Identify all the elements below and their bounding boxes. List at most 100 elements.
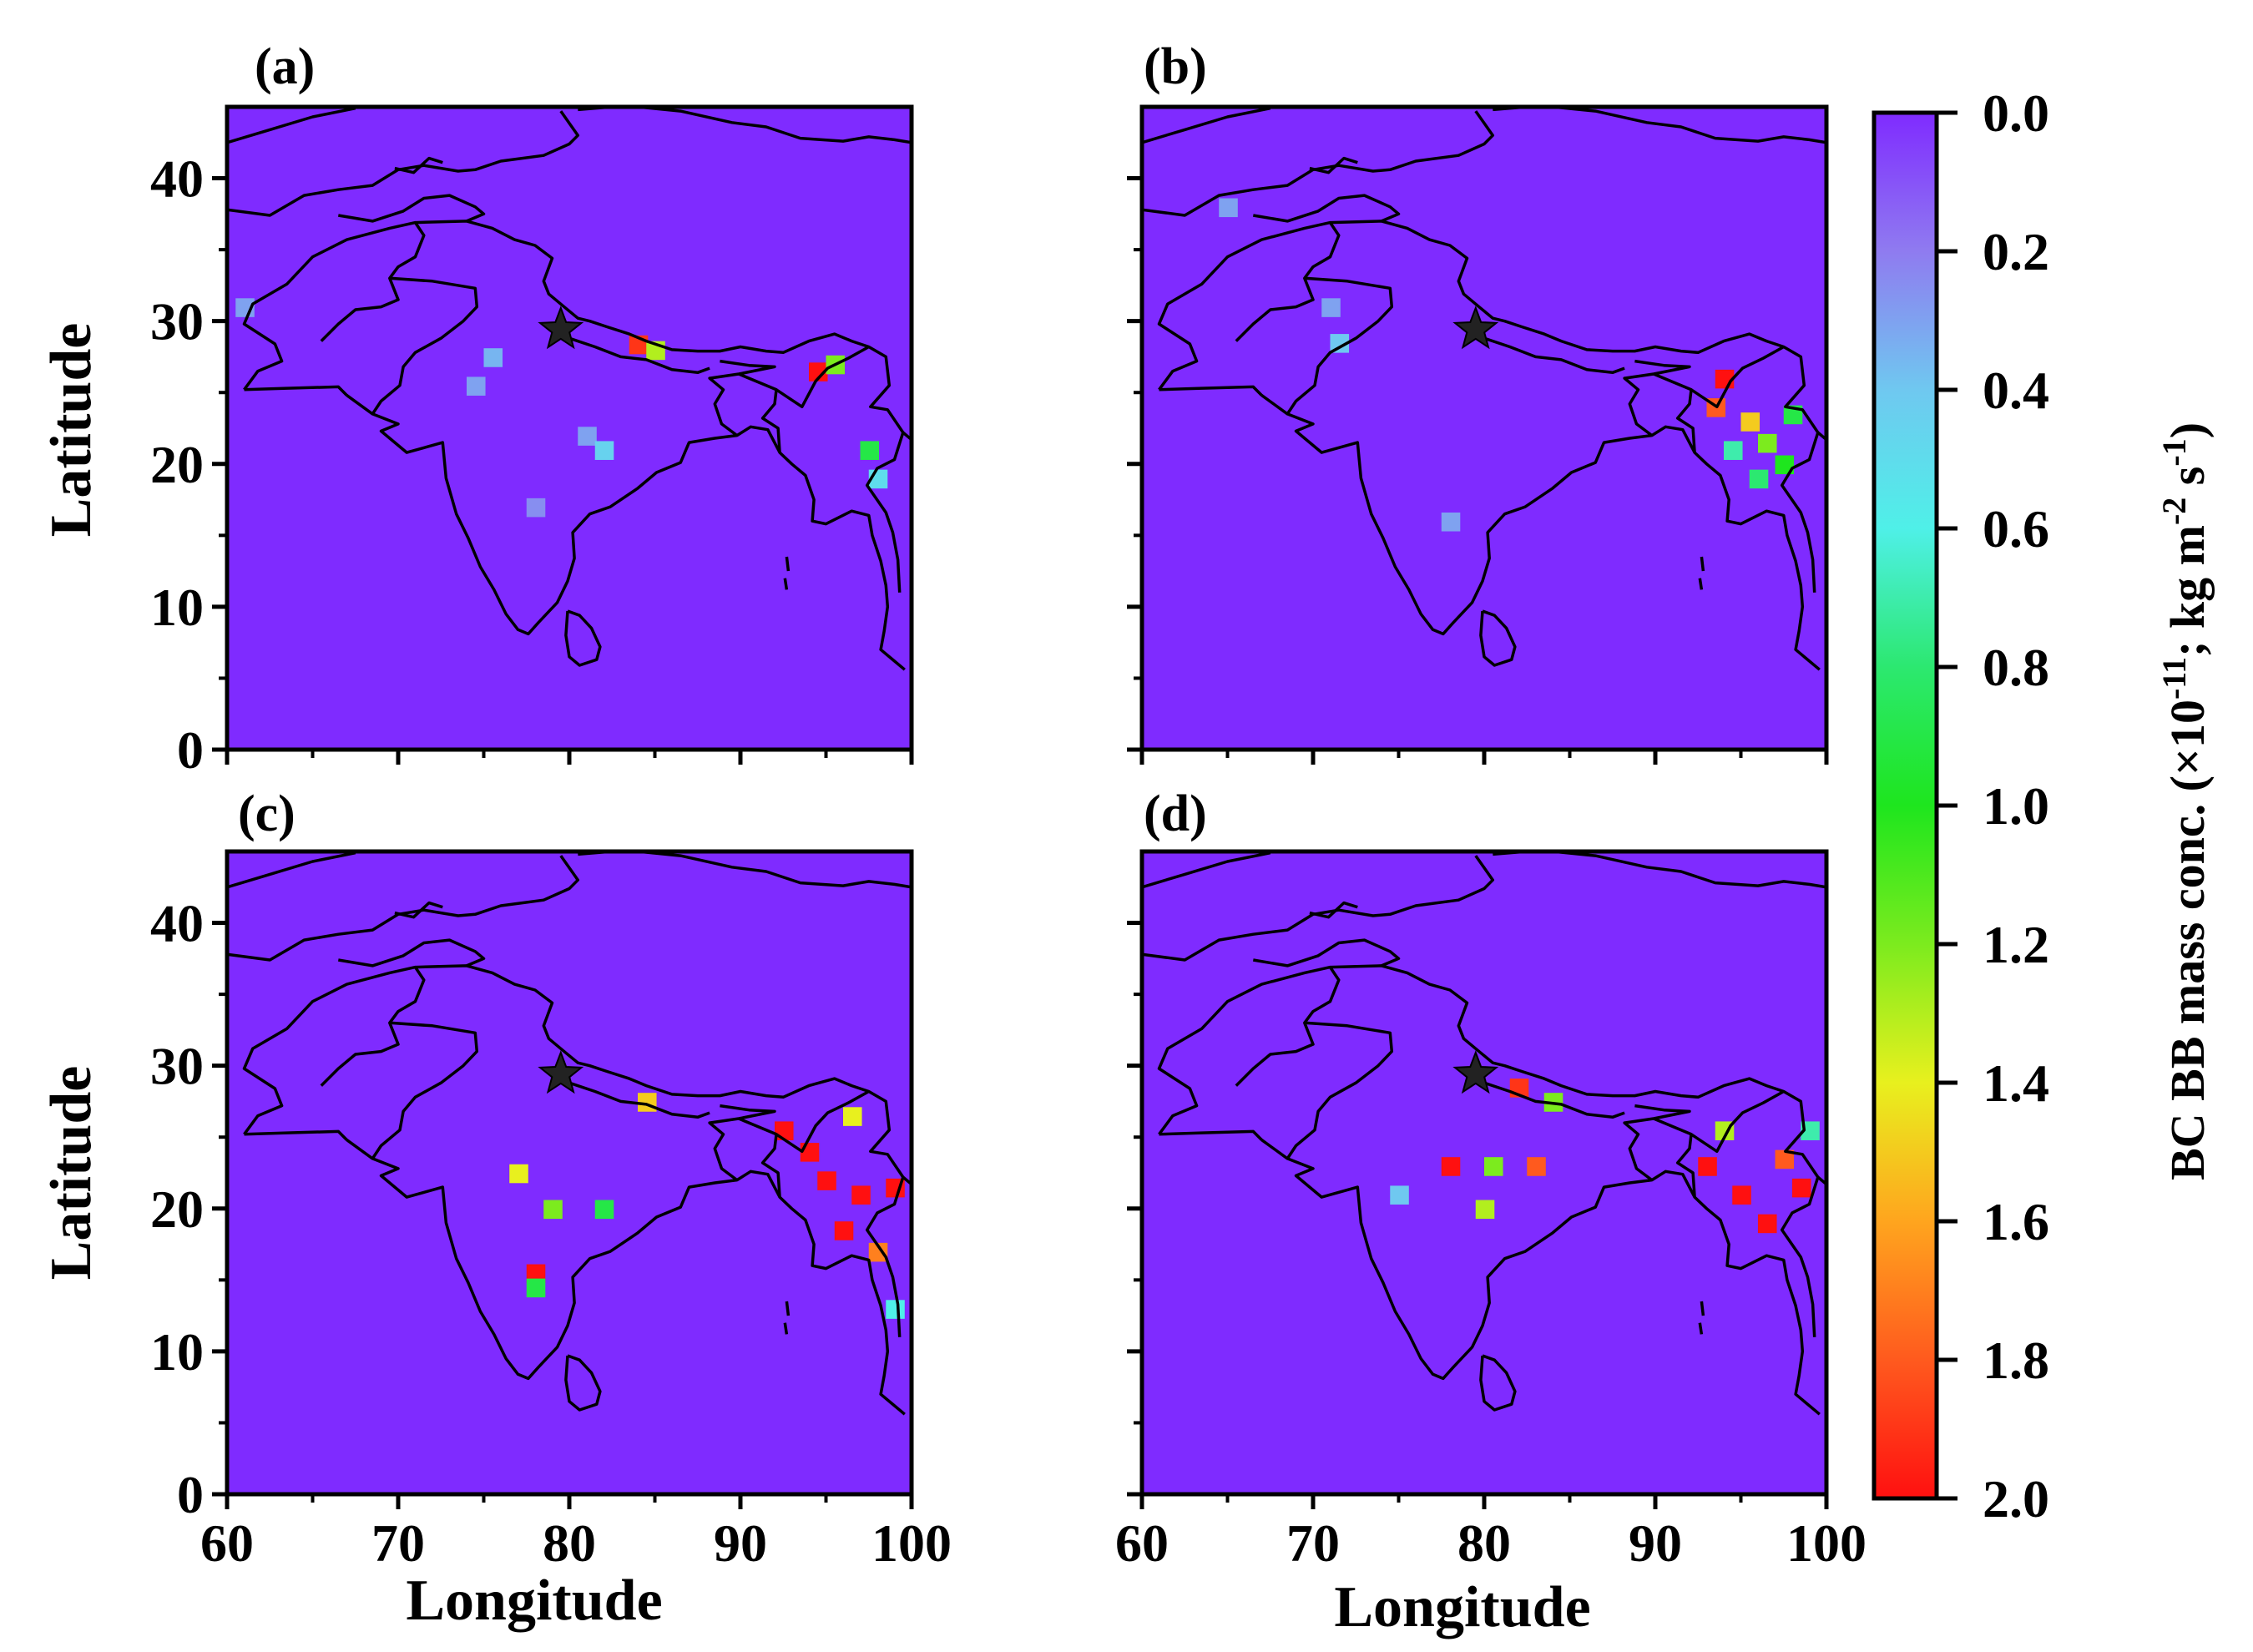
heatmap-cell	[834, 1221, 854, 1240]
country-outline	[568, 336, 710, 375]
country-outline	[1690, 1089, 1785, 1154]
colorbar-tick-label: 1.4	[1983, 1053, 2049, 1113]
country-outline	[568, 1081, 710, 1119]
y-axis-title-top: Latitude	[39, 323, 104, 538]
x-tick-label: 60	[200, 1513, 254, 1573]
country-outline	[1330, 964, 1826, 1186]
heatmap-cell	[1724, 441, 1743, 460]
heatmap-cell	[868, 1242, 888, 1262]
heatmap-cell	[509, 1164, 528, 1184]
x-tick-label: 100	[1786, 1513, 1867, 1573]
x-tick-label: 80	[543, 1513, 596, 1573]
country-outline	[244, 385, 348, 397]
y-tick-label: 30	[150, 292, 204, 351]
country-outline	[346, 1139, 906, 1416]
heatmap-cell	[1441, 1157, 1461, 1176]
country-outline	[1157, 220, 1341, 391]
station-star-icon	[1452, 306, 1499, 350]
heatmap-cell	[1330, 334, 1350, 353]
x-tick-label: 70	[371, 1513, 425, 1573]
country-outline	[1142, 110, 1495, 217]
country-outline	[1330, 220, 1826, 442]
heatmap-cell	[526, 1278, 546, 1298]
y-tick-label: 10	[150, 578, 204, 637]
country-outline	[708, 359, 776, 437]
panel-c: 0 10 20 30 40 60 70 80 90 100	[150, 849, 952, 1573]
country-outline	[783, 578, 789, 590]
country-outline	[785, 556, 791, 572]
heatmap-cell	[1390, 1185, 1409, 1205]
station-star-icon	[1452, 1050, 1499, 1094]
panel-label-c: (c)	[238, 786, 296, 842]
heatmap-cell	[1801, 1121, 1820, 1140]
country-outline	[1552, 107, 1826, 144]
station-star-icon	[538, 306, 584, 350]
heatmap-cell	[594, 441, 614, 460]
country-outline	[1483, 336, 1625, 375]
station-star-icon	[538, 1050, 584, 1094]
country-outline	[1552, 851, 1826, 889]
country-outline	[1286, 276, 1394, 415]
country-outline	[394, 156, 443, 174]
colorbar-tick-label: 0.4	[1983, 361, 2049, 420]
y-tick-label: 30	[150, 1037, 204, 1096]
heatmap-cell	[1698, 1157, 1717, 1176]
country-outline	[1653, 372, 1696, 453]
colorbar-tick-label: 0.0	[1983, 83, 2049, 143]
map-background	[1142, 107, 1826, 750]
country-outline	[1286, 1021, 1394, 1159]
heatmap-cell	[1775, 455, 1795, 475]
country-outline	[1698, 578, 1704, 590]
panel-label-d: (d)	[1144, 786, 1207, 842]
heatmap-cell	[1321, 298, 1341, 317]
country-outline	[1479, 1354, 1517, 1412]
country-outline	[1253, 938, 1401, 967]
country-outline	[1260, 394, 1821, 671]
country-outline	[1142, 851, 1271, 889]
country-outline	[1260, 1139, 1821, 1416]
colorbar: 0.0 0.2 0.4 0.6 0.8 1.0 1.2 1.4 1.6 1.8 2.0	[1872, 83, 2049, 1528]
heatmap-cell	[1475, 1200, 1495, 1220]
panel-label-a: (a)	[255, 38, 315, 95]
y-tick-label: 20	[150, 435, 204, 494]
country-outline	[1623, 359, 1691, 437]
country-outline	[415, 220, 912, 442]
country-outline	[865, 432, 905, 593]
x-tick-label: 80	[1457, 1513, 1511, 1573]
x-tick-label: 90	[1629, 1513, 1682, 1573]
colorbar-gradient	[1872, 110, 1939, 1501]
heatmap-cell	[594, 1200, 614, 1220]
country-outline	[338, 194, 486, 223]
country-outline	[1623, 1104, 1691, 1182]
heatmap-cell	[886, 1300, 905, 1319]
y-axis-title-bottom: Latitude	[39, 1066, 104, 1281]
y-tick-label: 40	[150, 149, 204, 209]
heatmap-cell	[526, 498, 546, 518]
country-outline	[564, 609, 602, 667]
country-outline	[1142, 107, 1271, 144]
country-outline	[775, 345, 870, 409]
x-axis-title-left: Longitude	[406, 1569, 662, 1633]
panel-d: 60 70 80 90 100	[1115, 849, 1867, 1573]
country-outline	[1309, 156, 1358, 174]
country-outline	[637, 107, 912, 144]
country-outline	[371, 276, 479, 415]
heatmap-cell	[578, 427, 597, 446]
heatmap-cell	[1758, 1214, 1777, 1234]
country-outline	[708, 1104, 776, 1182]
country-outline	[244, 1129, 348, 1141]
colorbar-title: BC BB mass conc. (×10-11; kg m-2 s-1)	[2155, 422, 2215, 1180]
country-outline	[394, 901, 443, 919]
heatmap-cell	[467, 376, 486, 396]
country-outline	[783, 1322, 789, 1335]
y-tick-label: 0	[177, 720, 204, 780]
heatmap-cell	[809, 362, 828, 381]
colorbar-tick-label: 2.0	[1983, 1469, 2049, 1528]
heatmap-cell	[775, 1121, 794, 1140]
country-outline	[1700, 556, 1705, 572]
country-outline	[1253, 194, 1401, 223]
y-tick-label: 20	[150, 1180, 204, 1239]
y-tick-label: 0	[177, 1465, 204, 1524]
x-tick-label: 70	[1286, 1513, 1340, 1573]
